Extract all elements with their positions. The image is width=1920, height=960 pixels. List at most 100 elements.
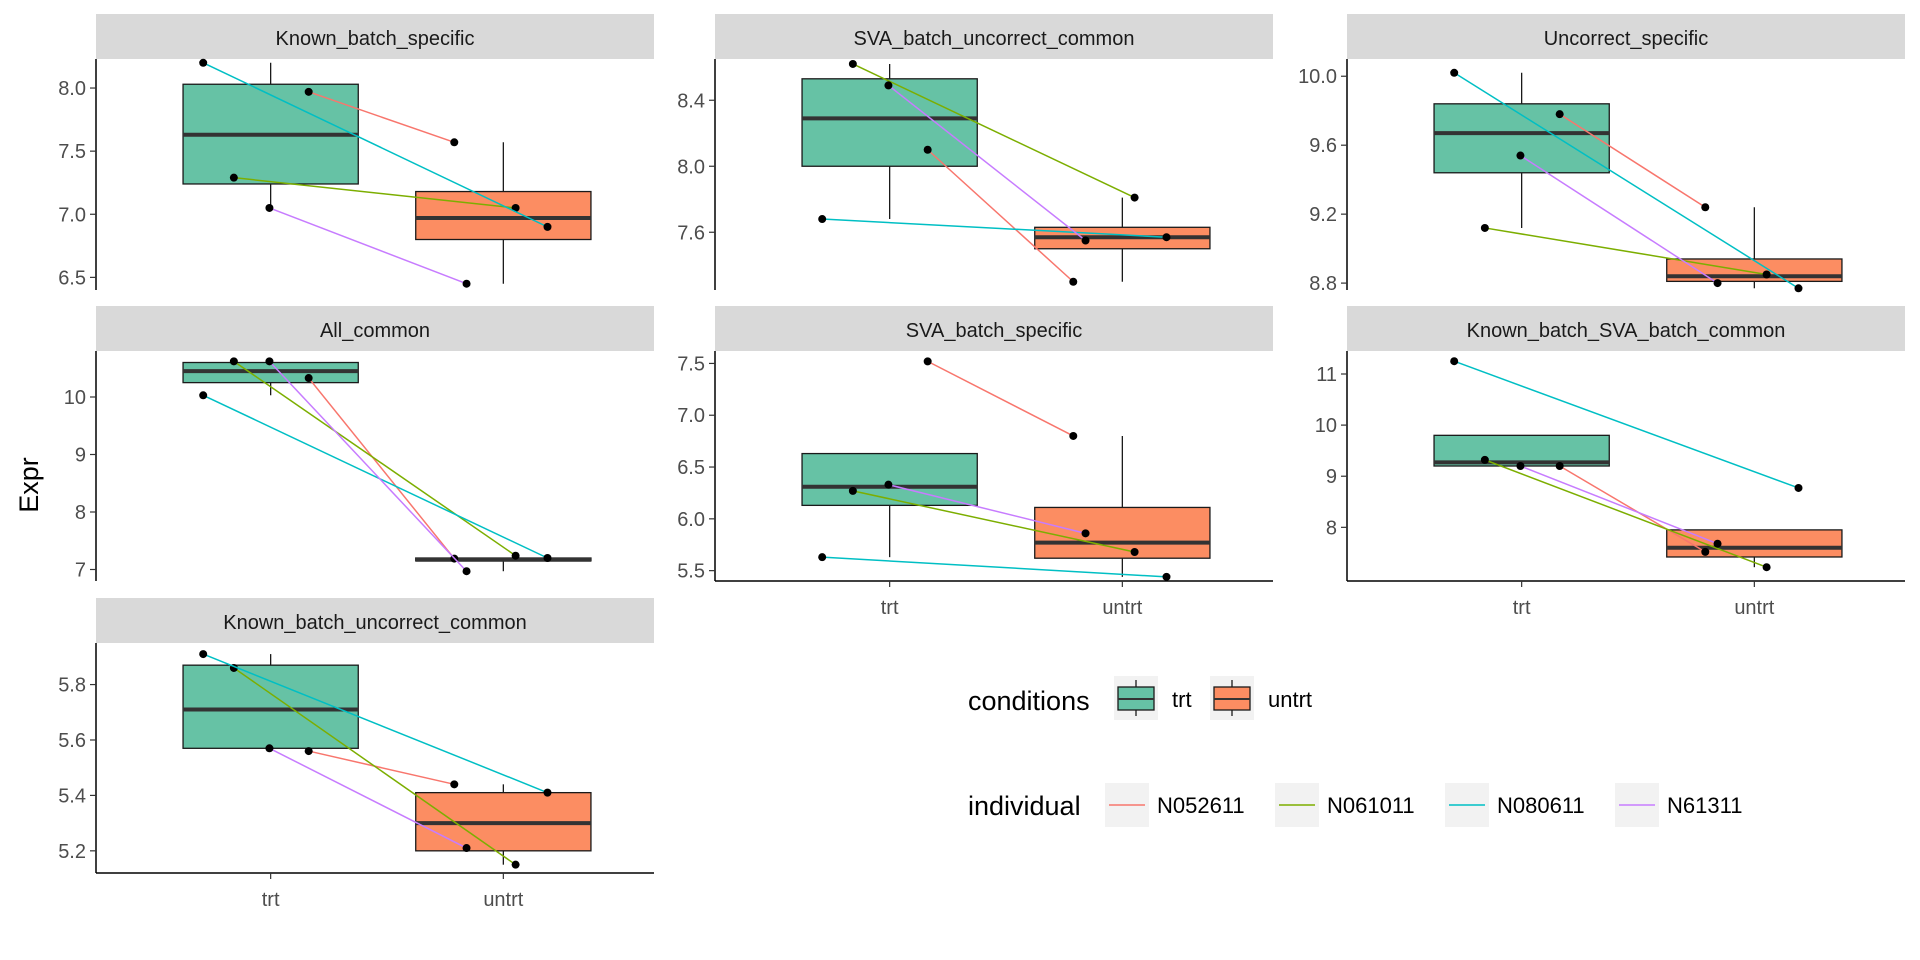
legend-label-untrt: untrt [1268,687,1312,712]
facet-strip-title: Known_batch_uncorrect_common [223,612,527,634]
legend-label-N061011: N061011 [1327,793,1415,818]
y-tick-label: 9 [1326,466,1337,488]
legend-label-N080611: N080611 [1497,793,1585,818]
faceted-box-chart: Expr Known_batch_specific6.57.07.58.0SVA… [0,0,1920,960]
series-line-N061011 [1485,460,1767,567]
point-N61311-trt [1516,152,1524,160]
point-N080611-untrt [543,554,551,562]
facet-panel: All_common 7 8 9 10 [64,306,654,582]
x-tick-label: untrt [1102,597,1142,619]
point-N080611-trt [199,59,207,67]
x-tick-label: untrt [483,889,523,911]
box-untrt [1035,507,1210,558]
legend-individual: individual N052611 N061011 N080611 N61311 [968,783,1742,827]
point-N052611-trt [305,88,313,96]
y-tick-label: 9 [75,445,86,467]
point-N080611-trt [818,215,826,223]
legend-conditions-title: conditions [968,686,1090,716]
series-line-N61311 [1520,466,1717,544]
point-N080611-trt [199,650,207,658]
series-line-N080611 [1454,361,1798,488]
point-N061011-trt [230,357,238,365]
facet-panel: SVA_batch_specific 5.5 6.0 6.5 7.0 7.5 trt untr… [677,306,1273,619]
point-N052611-trt [924,146,932,154]
facet-panel: Known_batch_specific 6.5 7.0 7.5 8.0 [58,14,654,290]
y-tick-label: 9.6 [1309,135,1337,157]
legend-label-N052611: N052611 [1157,793,1245,818]
y-tick-label: 8 [75,502,86,524]
series-line-N052611 [1560,466,1706,552]
y-tick-label: 8 [1326,517,1337,539]
point-N061011-untrt [512,552,520,560]
y-tick-label: 6.0 [677,509,705,531]
point-N052611-untrt [450,780,458,788]
point-N61311-untrt [1082,237,1090,245]
y-tick-label: 8.0 [58,78,86,100]
series-line-N061011 [234,361,516,555]
facet-panel: Known_batch_SVA_batch_common 8 9 10 11 trt unt… [1315,306,1905,619]
series-line-N052611 [309,378,455,559]
point-N61311-untrt [463,567,471,575]
point-N061011-trt [1481,456,1489,464]
series-line-N052611 [928,150,1074,282]
point-N61311-untrt [1714,540,1722,548]
point-N61311-untrt [1714,279,1722,287]
point-N61311-untrt [463,844,471,852]
point-N052611-trt [305,747,313,755]
point-N080611-untrt [543,789,551,797]
y-tick-label: 7.6 [677,222,705,244]
series-line-N052611 [928,361,1074,436]
x-tick-label: trt [881,597,899,619]
y-tick-label: 5.6 [58,730,86,752]
point-N052611-untrt [1701,203,1709,211]
y-tick-label: 10 [64,387,86,409]
box-untrt [416,192,591,240]
series-line-N61311 [269,361,466,571]
point-N080611-untrt [1162,233,1170,241]
y-tick-label: 7.0 [58,204,86,226]
point-N080611-trt [199,391,207,399]
series-line-N061011 [1485,228,1767,275]
legend-individual-items: N052611 N061011 N080611 N61311 [1105,783,1742,827]
legend-conditions-items: trt untrt [1114,676,1312,720]
x-tick-label: trt [1513,597,1531,619]
point-N080611-untrt [1794,284,1802,292]
legend-conditions: conditions trt untrt [968,676,1312,720]
y-axis-title: Expr [14,457,44,513]
point-N052611-untrt [450,138,458,146]
point-N052611-untrt [1069,278,1077,286]
point-N052611-trt [1556,462,1564,470]
box-trt [802,454,977,506]
y-tick-label: 10.0 [1298,66,1337,88]
facet-panel: Known_batch_uncorrect_common 5.2 5.4 5.6 5.8… [58,598,654,911]
point-N61311-trt [1516,462,1524,470]
x-tick-label: untrt [1734,597,1774,619]
y-tick-label: 8.0 [677,156,705,178]
y-tick-label: 6.5 [677,457,705,479]
y-tick-label: 11 [1316,364,1337,386]
point-N080611-untrt [1162,573,1170,581]
point-N052611-untrt [1069,432,1077,440]
point-N61311-untrt [1082,529,1090,537]
legend-individual-title: individual [968,791,1081,821]
facet-strip-title: SVA_batch_uncorrect_common [854,28,1135,50]
point-N061011-trt [230,174,238,182]
point-N052611-trt [924,357,932,365]
facet-panels: Known_batch_specific6.57.07.58.0SVA_batc… [58,14,1905,911]
point-N61311-trt [265,204,273,212]
series-line-N080611 [1454,73,1798,288]
point-N061011-untrt [1763,270,1771,278]
point-N61311-trt [884,81,892,89]
point-N052611-untrt [1701,548,1709,556]
facet-strip-title: All_common [320,320,430,342]
y-tick-label: 6.5 [58,267,86,289]
x-tick-label: trt [262,889,280,911]
point-N61311-trt [265,357,273,365]
y-tick-label: 8.4 [677,90,705,112]
y-tick-label: 7.5 [677,353,705,375]
y-tick-label: 7 [75,560,86,582]
y-tick-label: 8.8 [1309,273,1337,295]
point-N061011-untrt [1131,548,1139,556]
point-N061011-untrt [1131,194,1139,202]
point-N061011-untrt [1763,563,1771,571]
